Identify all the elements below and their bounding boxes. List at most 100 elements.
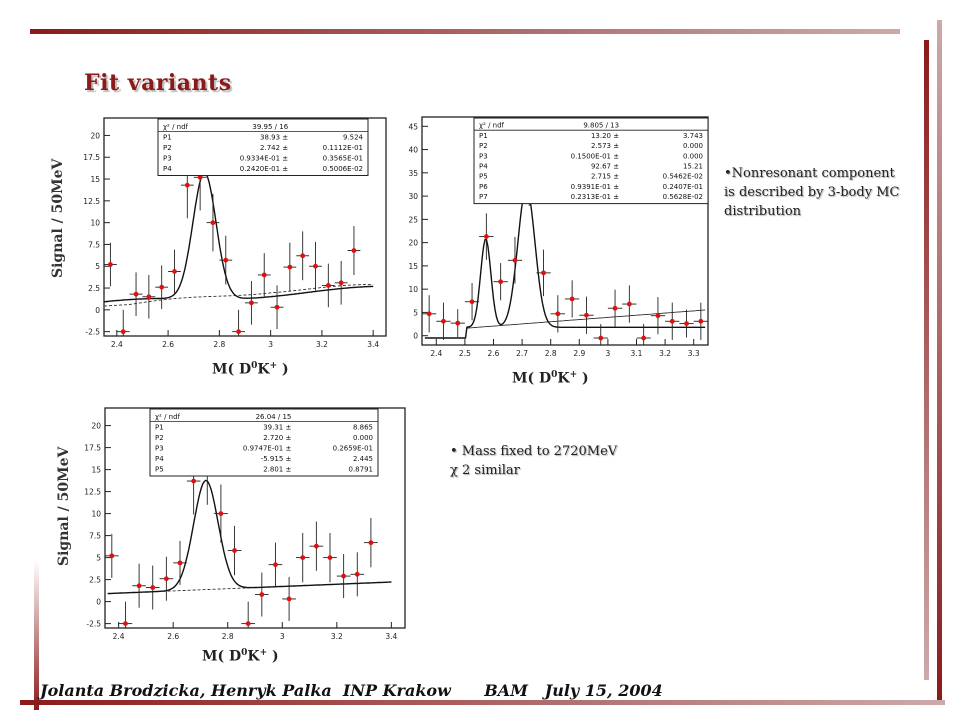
y-tick-label: 40 [408,146,418,155]
y-tick-label: 2.5 [88,284,100,293]
note-nonresonant: •Nonresonant component is described by 3… [724,164,899,221]
data-point [626,301,632,307]
stats-label: P1 [163,134,172,142]
stats-error: 0.5628E-02 [663,193,703,201]
stats-error: 0.2407E-01 [663,183,703,191]
stats-error: 0.2659E-01 [333,445,373,453]
plot-top-left: -2.5 0 2.5 5 7.5 10 12.5 15 17.5 20 2.4 2.6 2.8 3 3.2 3… [80,110,400,360]
data-point [223,257,229,263]
stats-label: P2 [155,434,164,442]
data-point [261,272,267,278]
stats-box [157,118,369,176]
xlabel-sup: 0 [551,370,558,380]
y-tick-label: 15 [408,262,418,271]
data-point [354,571,360,577]
xlabel-sup-plus: + [259,648,268,658]
data-point [698,318,704,324]
xlabel-k: K [257,361,270,378]
data-point [163,576,169,582]
data-point [669,318,675,324]
xlabel-top-left: M( D0K+ ) [212,361,289,378]
note-line: •Nonresonant component [724,166,895,181]
data-point [455,320,461,326]
data-point [197,174,203,180]
slide-title: Fit variants [84,70,232,96]
x-tick-label: 2.8 [545,349,557,358]
stats-value: 0.2420E-01 ± [240,165,289,173]
x-tick-label: 2.8 [222,632,234,641]
y-tick-label: 0 [96,598,101,607]
note-line: is described by 3-body MC [724,185,900,200]
footer-credits: Jolanta Brodzicka, Henryk Palka INP Krak… [40,681,663,700]
stats-value: 0.1500E-01 ± [571,152,620,160]
stats-value: 9.805 / 13 [583,122,619,130]
data-point [150,585,156,590]
stats-error: 2.445 [353,455,373,463]
top-accent-bar [30,29,900,34]
x-tick-label: 2.4 [430,349,442,358]
data-point [313,263,318,269]
xlabel-sup-plus: + [569,370,578,380]
y-tick-label: -2.5 [86,620,101,629]
y-tick-label: 5 [96,554,101,563]
left-accent-bar [34,560,39,710]
data-point [274,304,280,310]
data-point [541,270,546,276]
x-tick-label: 2.5 [459,349,471,358]
ylabel-bottom: Signal / 50MeV [56,446,72,566]
right-accent-bar-inner [924,40,929,680]
y-tick-label: 20 [408,239,418,248]
stats-value: 2.573 ± [591,142,619,150]
data-point [218,511,224,516]
plot-top-left-svg: -2.5 0 2.5 5 7.5 10 12.5 15 17.5 20 2.4 2.6 2.8 3 3.2 3… [83,117,387,349]
stats-label: P1 [479,132,488,140]
stats-value: 0.9747E-01 ± [243,445,292,453]
data-point [300,555,306,560]
stats-error: 0.000 [353,434,373,442]
data-point [338,280,344,286]
bottom-accent-bar [20,700,945,705]
x-tick-label: 3.2 [331,632,343,641]
stats-label: P6 [479,183,488,191]
data-point [236,329,241,335]
data-point [273,562,278,568]
data-point [555,311,561,317]
stats-label: P7 [479,193,488,201]
x-tick-label: 2.6 [167,632,179,641]
note-line: χ 2 similar [450,463,520,478]
y-tick-label: 10 [91,510,101,519]
stats-error: 0.1112E-01 [323,144,363,152]
data-point [210,220,216,226]
y-tick-label: 10 [408,285,418,294]
stats-box [149,408,379,477]
stats-value: 13.20 ± [591,132,619,140]
data-point [108,262,113,267]
x-tick-label: 3.1 [631,349,643,358]
plot-bottom-left-svg: -2.5 0 2.5 5 7.5 10 12.5 15 17.5 20 2.4 2.6 2.8 3 3.2 3… [84,407,406,641]
stats-error: 0.000 [683,152,703,160]
xlabel-text: M( D [512,370,552,387]
data-point [368,540,374,546]
y-tick-label: 15 [91,466,101,475]
y-tick-label: 12.5 [83,197,100,206]
stats-label: P2 [163,144,172,152]
x-tick-label: 2.6 [488,349,500,358]
stats-value: 39.95 / 16 [252,123,288,131]
fit-curve [424,187,706,339]
x-tick-label: 3.4 [367,340,379,349]
y-tick-label: 2.5 [89,576,101,585]
stats-value: 2.801 ± [263,466,291,474]
stats-label: P1 [155,424,164,432]
data-point [249,300,254,306]
stats-value: 39.31 ± [263,424,291,432]
data-point [300,253,306,259]
stats-label: P3 [479,152,488,160]
xlabel-text: M( D [202,648,242,665]
stats-value: 2.720 ± [263,434,291,442]
y-tick-label: 0 [413,332,418,341]
stats-label: χ² / ndf [155,413,181,421]
xlabel-sup: 0 [241,648,248,658]
y-tick-label: 20 [91,422,101,431]
data-point [133,291,139,297]
stats-value: 26.04 / 15 [256,413,292,421]
